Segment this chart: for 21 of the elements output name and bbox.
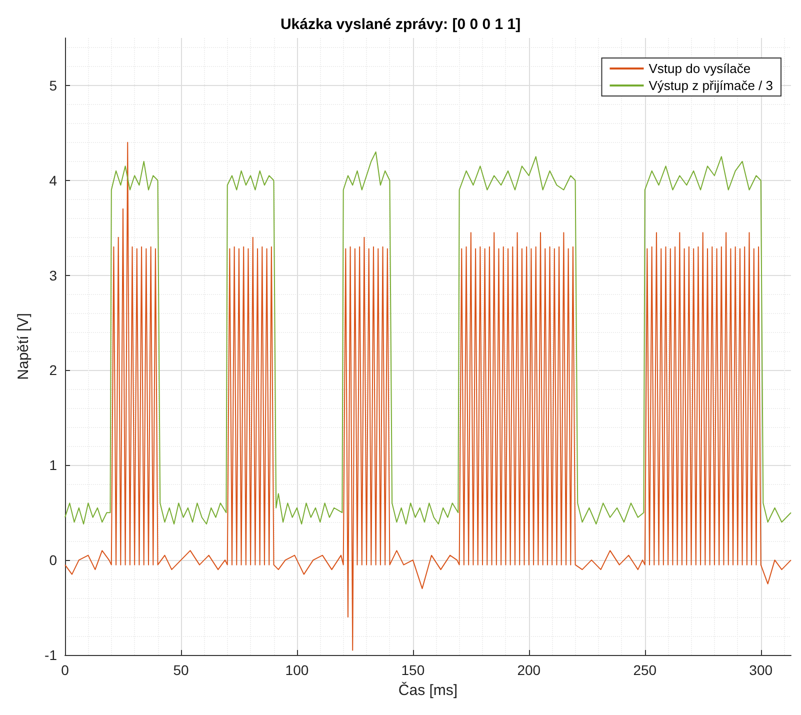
y-tick-label: 2: [49, 362, 58, 378]
y-axis-title: Napětí [V]: [15, 313, 32, 380]
x-tick-label: 250: [633, 662, 657, 678]
x-tick-label: 0: [61, 662, 70, 678]
y-tick-label: 0: [49, 552, 58, 568]
x-tick-label: 100: [285, 662, 309, 678]
y-tick-label: 3: [49, 267, 58, 284]
y-tick-label: 1: [49, 457, 58, 474]
legend-label: Vstup do vysílače: [648, 61, 751, 76]
y-tick-label: 5: [49, 77, 58, 94]
line-series: [64, 142, 792, 651]
chart-title: Ukázka vyslané zprávy: [0 0 0 1 1]: [280, 16, 521, 33]
line-series: [64, 151, 792, 525]
x-tick-label: 200: [517, 662, 541, 678]
y-tick-label: -1: [44, 647, 58, 663]
x-tick-label: 150: [401, 662, 425, 678]
legend-label: Výstup z přijímače / 3: [648, 78, 774, 93]
y-tick-label: 4: [49, 172, 58, 188]
x-axis-title: Čas [ms]: [398, 681, 458, 699]
x-tick-label: 300: [749, 662, 773, 678]
x-tick-label: 50: [173, 662, 189, 678]
